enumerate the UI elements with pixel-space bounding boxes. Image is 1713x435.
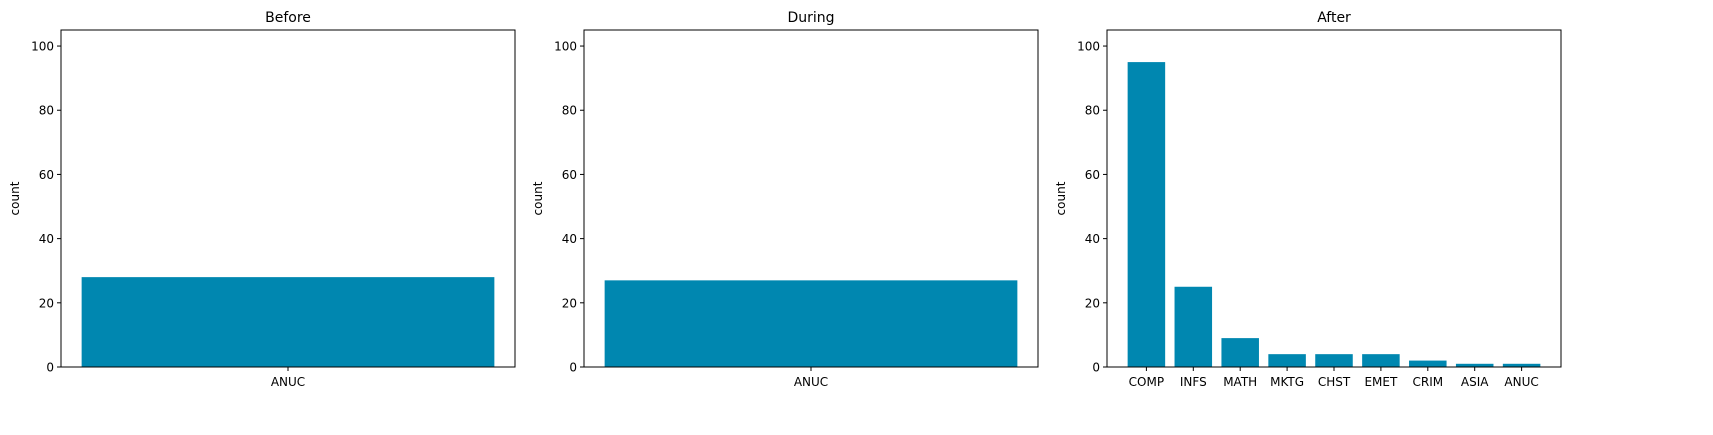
y-tick-label: 0: [569, 361, 577, 375]
x-tick-label: CHST: [1318, 375, 1351, 389]
y-tick-label: 20: [562, 296, 577, 310]
y-axis-label: count: [1054, 181, 1068, 215]
y-axis-label: count: [8, 181, 22, 215]
chart-panel-2: ANUC 0 20 40 60 80 100 During count: [531, 10, 1039, 389]
bar-anuc: [604, 280, 1018, 367]
x-tick-label: EMET: [1364, 375, 1398, 389]
x-tick-label: COMP: [1129, 375, 1164, 389]
bar-anuc: [1502, 363, 1541, 367]
bar-comp: [1127, 62, 1166, 367]
y-tick-label: 60: [562, 168, 577, 182]
chart-title: During: [787, 10, 834, 26]
y-tick-label: 100: [554, 40, 577, 54]
x-tick-label: ANUC: [271, 375, 305, 389]
x-tick-label: CRIM: [1412, 375, 1443, 389]
y-tick-label: 20: [39, 296, 54, 310]
x-tick-label: ASIA: [1461, 375, 1489, 389]
bar-crim: [1409, 360, 1447, 367]
y-tick-label: 40: [39, 232, 54, 246]
x-tick-label: ANUC: [794, 375, 828, 389]
y-tick-label: 100: [1077, 40, 1100, 54]
bar-asia: [1455, 363, 1494, 367]
y-tick-label: 100: [31, 40, 54, 54]
bar-anuc: [81, 277, 495, 367]
bar-infs: [1174, 286, 1213, 367]
y-tick-label: 40: [1085, 232, 1100, 246]
chart-title: Before: [265, 10, 311, 26]
axes-frame: [583, 29, 1039, 368]
y-tick-label: 0: [46, 361, 54, 375]
y-tick-label: 80: [1085, 104, 1100, 118]
y-axis-label: count: [531, 181, 545, 215]
chart-panel-3: COMP INFS MATH MKTG CHST EMET CRIM ASIA ANUC 0 20 4…: [1054, 10, 1562, 389]
chart-title: After: [1317, 10, 1351, 26]
y-tick-label: 0: [1092, 361, 1100, 375]
bar-chst: [1315, 354, 1353, 367]
y-tick-label: 60: [1085, 168, 1100, 182]
y-tick-label: 20: [1085, 296, 1100, 310]
axes-frame: [1106, 29, 1562, 368]
y-tick-label: 80: [39, 104, 54, 118]
x-tick-label: ANUC: [1504, 375, 1538, 389]
y-tick-label: 60: [39, 168, 54, 182]
axes-frame: [60, 29, 516, 368]
x-tick-label: MKTG: [1270, 375, 1304, 389]
bar-mktg: [1268, 354, 1306, 367]
bar-math: [1221, 338, 1259, 367]
x-tick-label: INFS: [1180, 375, 1207, 389]
bar-emet: [1362, 354, 1400, 367]
x-tick-label: MATH: [1223, 375, 1257, 389]
chart-panel-1: ANUC 0 20 40 60 80 100 Before count: [8, 10, 516, 389]
y-tick-label: 80: [562, 104, 577, 118]
y-tick-label: 40: [562, 232, 577, 246]
